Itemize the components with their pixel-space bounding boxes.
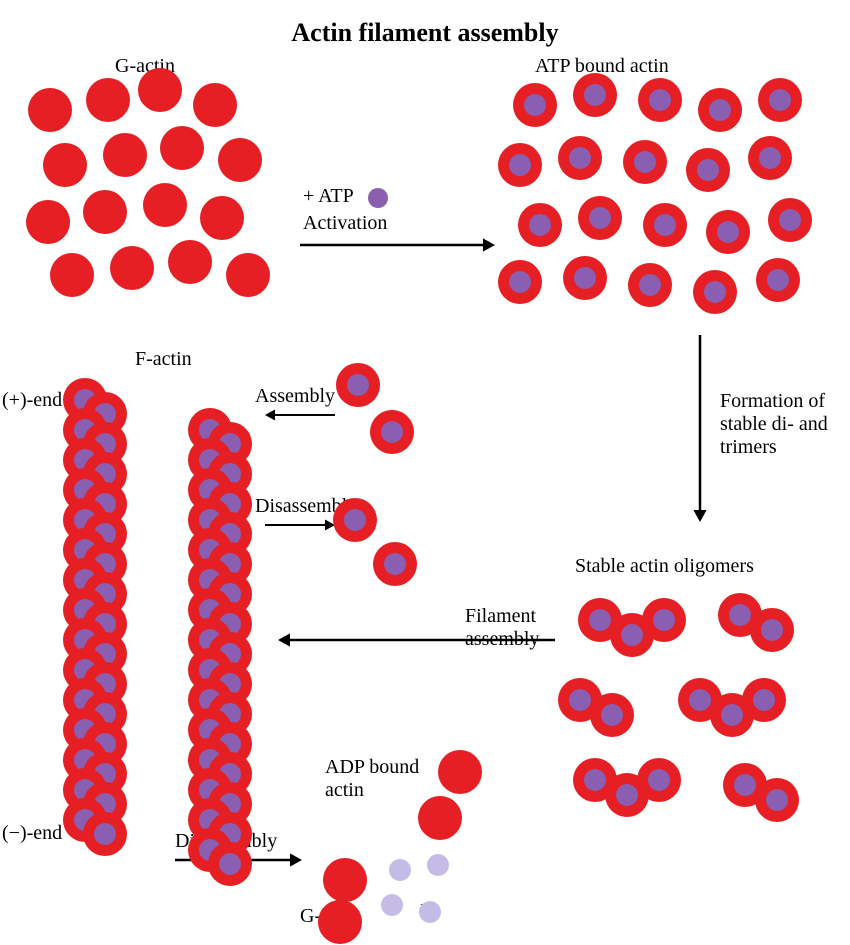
g-actin-monomer	[160, 126, 204, 170]
g-actin-monomer	[43, 143, 87, 187]
g-actin-monomer	[226, 253, 270, 297]
atp-bound-monomer	[706, 210, 750, 254]
g-actin-monomer	[103, 133, 147, 177]
atp-bound-monomer	[698, 88, 742, 132]
atp-bound-monomer	[638, 78, 682, 122]
pi-dot-icon	[389, 859, 411, 881]
g-actin-monomer	[86, 78, 130, 122]
arrow-assembly	[253, 403, 347, 427]
label-plus-end: (+)-end	[2, 389, 62, 412]
atp-bound-monomer	[498, 260, 542, 304]
label-atp-line: + ATP	[303, 185, 354, 208]
atp-bound-monomer	[756, 258, 800, 302]
g-actin-monomer	[218, 138, 262, 182]
atp-bound-monomer	[518, 203, 562, 247]
oligomer-monomer	[637, 758, 681, 802]
atp-bound-monomer	[563, 256, 607, 300]
arrow-activation	[286, 231, 509, 259]
atp-bound-monomer	[686, 148, 730, 192]
oligomer-monomer	[642, 598, 686, 642]
atp-monomer-free	[336, 363, 380, 407]
atp-bound-monomer	[758, 78, 802, 122]
atp-bound-monomer	[573, 73, 617, 117]
atp-bound-monomer	[628, 263, 672, 307]
atp-bound-monomer	[558, 136, 602, 180]
atp-bound-monomer	[623, 140, 667, 184]
atp-bound-monomer	[498, 143, 542, 187]
g-actin-monomer	[143, 183, 187, 227]
f-actin-monomer	[83, 812, 127, 856]
g-actin-monomer	[28, 88, 72, 132]
oligomer-monomer	[750, 608, 794, 652]
g-actin-monomer	[193, 83, 237, 127]
label-stable-oligomers: Stable actin oligomers	[575, 555, 754, 578]
f-actin-monomer	[208, 842, 252, 886]
atp-bound-monomer	[748, 136, 792, 180]
arrow-filament-assembly	[264, 626, 569, 654]
label-formation: Formation of stable di- and trimers	[720, 390, 828, 459]
atp-bound-monomer	[578, 196, 622, 240]
atp-bound-monomer	[513, 83, 557, 127]
g-actin-monomer	[26, 200, 70, 244]
atp-bound-monomer	[768, 198, 812, 242]
arrow-formation-down	[686, 321, 714, 536]
page-title: Actin filament assembly	[0, 18, 850, 48]
label-minus-end: (−)-end	[2, 822, 62, 845]
adp-bound-monomer	[418, 796, 462, 840]
oligomer-monomer	[590, 693, 634, 737]
g-actin-monomer	[318, 900, 362, 944]
atp-monomer-free	[333, 498, 377, 542]
g-actin-monomer	[50, 253, 94, 297]
adp-bound-monomer	[438, 750, 482, 794]
g-actin-monomer	[138, 68, 182, 112]
oligomer-monomer	[755, 778, 799, 822]
atp-monomer-free	[370, 410, 414, 454]
atp-monomer-free	[373, 542, 417, 586]
g-actin-monomer	[168, 240, 212, 284]
label-adp-bound: ADP bound actin	[325, 756, 419, 802]
pi-dot-icon	[427, 854, 449, 876]
g-actin-monomer	[83, 190, 127, 234]
label-f-actin: F-actin	[135, 348, 192, 371]
g-actin-monomer	[200, 196, 244, 240]
pi-dot-icon	[419, 901, 441, 923]
atp-dot-icon	[368, 188, 388, 208]
g-actin-monomer	[323, 858, 367, 902]
pi-dot-icon	[381, 894, 403, 916]
atp-bound-monomer	[693, 270, 737, 314]
oligomer-monomer	[742, 678, 786, 722]
atp-bound-monomer	[643, 203, 687, 247]
g-actin-monomer	[110, 246, 154, 290]
diagram-canvas: Actin filament assembly G-actin ATP boun…	[0, 0, 850, 945]
